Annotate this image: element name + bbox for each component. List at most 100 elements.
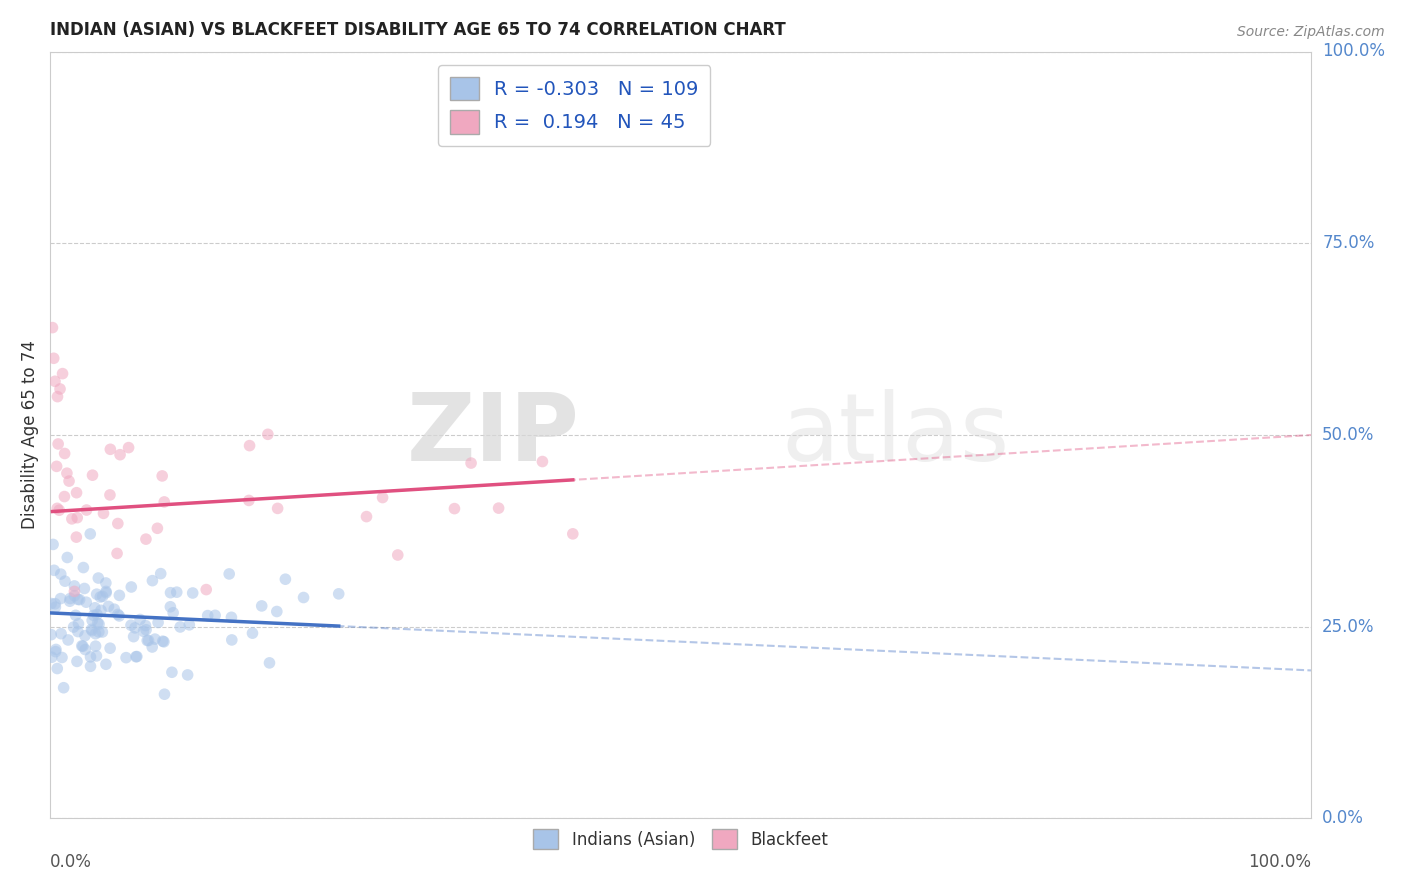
Point bbox=[238, 493, 260, 508]
Point bbox=[159, 585, 181, 599]
Text: ZIP: ZIP bbox=[406, 389, 579, 481]
Point bbox=[221, 610, 243, 624]
Point bbox=[63, 589, 86, 603]
Point bbox=[195, 582, 218, 597]
Point bbox=[93, 507, 115, 521]
Point bbox=[83, 608, 105, 623]
Point bbox=[204, 608, 226, 623]
Point bbox=[488, 501, 510, 516]
Point bbox=[141, 640, 163, 654]
Point bbox=[98, 442, 121, 457]
Point bbox=[86, 607, 108, 622]
Point bbox=[96, 586, 118, 600]
Point bbox=[79, 649, 101, 664]
Point bbox=[63, 584, 86, 599]
Point bbox=[72, 560, 94, 574]
Point bbox=[94, 657, 117, 672]
Point bbox=[73, 582, 96, 596]
Legend: Indians (Asian), Blackfeet: Indians (Asian), Blackfeet bbox=[526, 822, 834, 856]
Point bbox=[94, 576, 117, 591]
Point bbox=[150, 469, 173, 483]
Point bbox=[60, 512, 83, 526]
Point bbox=[69, 592, 91, 607]
Point bbox=[48, 503, 70, 517]
Point bbox=[44, 374, 66, 388]
Point bbox=[138, 633, 160, 648]
Point bbox=[146, 615, 169, 630]
Point bbox=[56, 466, 79, 480]
Point bbox=[460, 456, 482, 470]
Point bbox=[561, 526, 583, 541]
Point bbox=[53, 490, 76, 504]
Text: INDIAN (ASIAN) VS BLACKFEET DISABILITY AGE 65 TO 74 CORRELATION CHART: INDIAN (ASIAN) VS BLACKFEET DISABILITY A… bbox=[51, 21, 786, 39]
Point bbox=[45, 459, 67, 474]
Point bbox=[59, 594, 82, 608]
Point bbox=[176, 668, 198, 682]
Point bbox=[65, 530, 87, 544]
Point bbox=[49, 382, 72, 396]
Point bbox=[250, 599, 273, 613]
Point bbox=[86, 587, 108, 601]
Point bbox=[443, 501, 465, 516]
Point bbox=[80, 624, 103, 638]
Point bbox=[387, 548, 409, 562]
Text: 50.0%: 50.0% bbox=[1322, 426, 1375, 444]
Point bbox=[122, 630, 145, 644]
Point bbox=[266, 605, 288, 619]
Point bbox=[153, 495, 176, 509]
Point bbox=[49, 591, 72, 606]
Point bbox=[135, 618, 157, 632]
Point bbox=[135, 532, 157, 546]
Point bbox=[65, 608, 87, 623]
Point bbox=[356, 509, 378, 524]
Text: 0.0%: 0.0% bbox=[1322, 809, 1364, 828]
Point bbox=[125, 649, 148, 664]
Point bbox=[80, 623, 103, 637]
Point bbox=[153, 687, 176, 701]
Y-axis label: Disability Age 65 to 74: Disability Age 65 to 74 bbox=[21, 341, 39, 530]
Point bbox=[65, 485, 87, 500]
Point bbox=[98, 641, 121, 656]
Point bbox=[44, 597, 66, 611]
Point bbox=[45, 645, 67, 659]
Point bbox=[120, 580, 142, 594]
Point bbox=[108, 588, 131, 602]
Point bbox=[84, 626, 107, 640]
Point bbox=[56, 550, 79, 565]
Point bbox=[266, 501, 288, 516]
Point bbox=[124, 621, 146, 635]
Point bbox=[143, 632, 166, 647]
Point bbox=[82, 614, 104, 628]
Point bbox=[75, 595, 97, 609]
Point bbox=[53, 574, 76, 589]
Point bbox=[42, 537, 65, 551]
Point bbox=[197, 608, 219, 623]
Point bbox=[42, 351, 65, 366]
Point bbox=[89, 590, 111, 604]
Point bbox=[218, 566, 240, 581]
Point bbox=[46, 661, 69, 675]
Text: 0.0%: 0.0% bbox=[51, 853, 91, 871]
Point bbox=[39, 628, 62, 642]
Point bbox=[107, 516, 129, 531]
Point bbox=[162, 606, 184, 620]
Point bbox=[103, 602, 125, 616]
Point bbox=[73, 629, 96, 643]
Point bbox=[98, 488, 121, 502]
Point bbox=[44, 600, 66, 615]
Text: 25.0%: 25.0% bbox=[1322, 617, 1375, 636]
Point bbox=[51, 367, 73, 381]
Point bbox=[257, 427, 280, 442]
Point bbox=[58, 474, 80, 488]
Point bbox=[149, 566, 172, 581]
Point bbox=[79, 659, 101, 673]
Point bbox=[117, 441, 139, 455]
Point bbox=[45, 642, 67, 657]
Point bbox=[87, 617, 110, 632]
Point bbox=[132, 624, 155, 639]
Text: 100.0%: 100.0% bbox=[1322, 43, 1385, 61]
Text: 75.0%: 75.0% bbox=[1322, 235, 1375, 252]
Point bbox=[67, 616, 90, 631]
Point bbox=[274, 572, 297, 586]
Point bbox=[66, 654, 89, 668]
